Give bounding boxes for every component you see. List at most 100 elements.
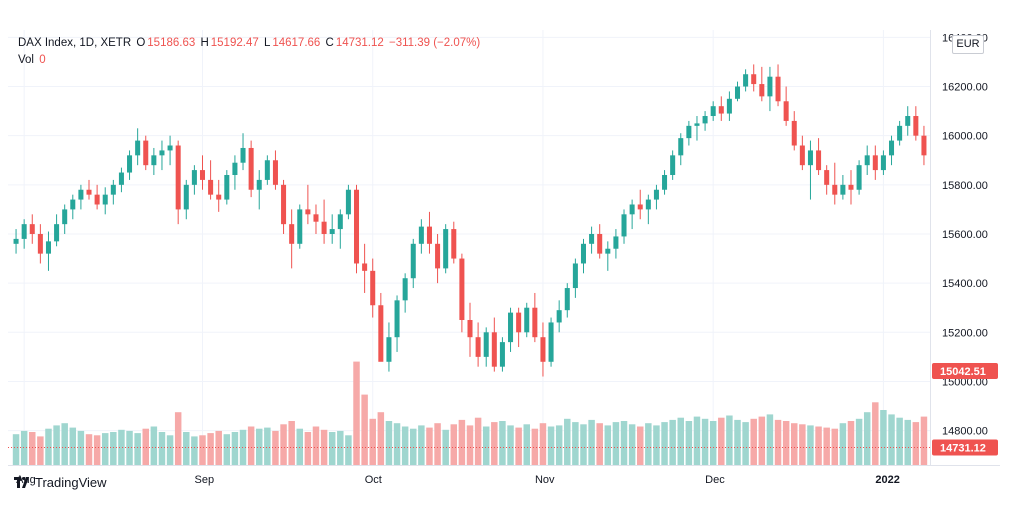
candle-body[interactable]	[540, 337, 546, 362]
candle-body[interactable]	[264, 160, 270, 180]
currency-button[interactable]: EUR	[952, 35, 984, 54]
candle-body[interactable]	[816, 150, 822, 171]
candle-body[interactable]	[621, 214, 627, 237]
candle-body[interactable]	[78, 189, 84, 200]
candle-body[interactable]	[151, 155, 157, 166]
candle-body[interactable]	[848, 184, 854, 190]
candle-body[interactable]	[118, 172, 124, 185]
candle-body[interactable]	[143, 140, 149, 166]
candle-body[interactable]	[54, 224, 60, 242]
candle-body[interactable]	[37, 233, 43, 254]
candle-body[interactable]	[191, 170, 197, 185]
candle-body[interactable]	[532, 307, 538, 338]
candle-body[interactable]	[256, 179, 262, 190]
candle-body[interactable]	[913, 116, 919, 136]
candle-body[interactable]	[70, 199, 76, 210]
candle-body[interactable]	[905, 116, 911, 126]
candle-body[interactable]	[775, 76, 781, 102]
candle-body[interactable]	[127, 155, 133, 173]
candle-body[interactable]	[410, 243, 416, 279]
candle-body[interactable]	[799, 145, 805, 166]
candle-body[interactable]	[791, 120, 797, 146]
candle-body[interactable]	[345, 189, 351, 215]
candle-body[interactable]	[759, 84, 765, 97]
candle-body[interactable]	[597, 233, 603, 254]
candle-body[interactable]	[580, 243, 586, 264]
candle-body[interactable]	[508, 312, 514, 343]
candle-body[interactable]	[370, 270, 376, 306]
candle-body[interactable]	[483, 332, 489, 357]
candle-body[interactable]	[726, 98, 732, 114]
candle-body[interactable]	[21, 224, 27, 239]
candle-body[interactable]	[613, 236, 619, 249]
candle-body[interactable]	[767, 76, 773, 97]
candle-body[interactable]	[313, 214, 319, 222]
candle-body[interactable]	[783, 101, 789, 121]
candle-body[interactable]	[45, 241, 51, 254]
candle-body[interactable]	[516, 312, 522, 333]
candle-body[interactable]	[208, 179, 214, 195]
candle-body[interactable]	[734, 86, 741, 99]
candle-body[interactable]	[321, 221, 327, 234]
candle-body[interactable]	[13, 238, 19, 244]
candle-body[interactable]	[564, 288, 570, 311]
tradingview-brand[interactable]: TradingView	[14, 475, 107, 490]
candle-body[interactable]	[807, 150, 813, 166]
candle-body[interactable]	[289, 224, 295, 244]
candle-body[interactable]	[864, 155, 870, 166]
candle-body[interactable]	[394, 300, 400, 338]
candle-body[interactable]	[637, 204, 643, 210]
candle-body[interactable]	[199, 170, 206, 180]
candle-body[interactable]	[248, 147, 254, 190]
candle-body[interactable]	[499, 342, 505, 367]
candle-body[interactable]	[216, 194, 222, 200]
candle-body[interactable]	[402, 278, 408, 301]
candle-body[interactable]	[686, 125, 692, 139]
candle-body[interactable]	[305, 209, 311, 215]
candle-body[interactable]	[337, 214, 343, 230]
candle-body[interactable]	[435, 243, 441, 269]
candle-body[interactable]	[86, 189, 92, 195]
candle-body[interactable]	[354, 189, 360, 264]
candle-body[interactable]	[281, 184, 287, 225]
candle-body[interactable]	[240, 147, 246, 163]
candle-body[interactable]	[548, 322, 554, 362]
candle-body[interactable]	[459, 258, 465, 320]
candle-body[interactable]	[921, 135, 927, 156]
candle-body[interactable]	[743, 74, 749, 87]
candle-body[interactable]	[386, 337, 392, 362]
candle-body[interactable]	[135, 140, 141, 156]
candle-body[interactable]	[718, 106, 724, 114]
candle-body[interactable]	[751, 74, 757, 85]
candle-body[interactable]	[451, 229, 457, 259]
candle-body[interactable]	[272, 160, 278, 185]
candle-body[interactable]	[524, 307, 530, 333]
candle-body[interactable]	[880, 155, 886, 171]
candle-body[interactable]	[467, 320, 473, 338]
candle-body[interactable]	[491, 332, 497, 367]
candle-body[interactable]	[297, 209, 303, 244]
candle-body[interactable]	[645, 199, 651, 210]
candle-body[interactable]	[605, 248, 611, 254]
candle-body[interactable]	[840, 184, 846, 195]
candle-body[interactable]	[102, 194, 108, 205]
candle-body[interactable]	[94, 194, 100, 205]
candle-body[interactable]	[653, 189, 659, 200]
candle-body[interactable]	[62, 209, 68, 225]
candle-body[interactable]	[897, 125, 903, 141]
candle-body[interactable]	[329, 229, 335, 234]
candle-body[interactable]	[670, 155, 676, 175]
candle-body[interactable]	[856, 165, 862, 190]
candle-body[interactable]	[662, 175, 668, 190]
candle-body[interactable]	[589, 233, 595, 244]
candle-body[interactable]	[475, 337, 481, 357]
candle-body[interactable]	[824, 170, 830, 185]
candle-body[interactable]	[629, 204, 635, 215]
candle-body[interactable]	[710, 106, 716, 117]
candle-body[interactable]	[110, 184, 116, 195]
candle-body[interactable]	[678, 138, 684, 156]
candle-body[interactable]	[832, 184, 838, 195]
candle-body[interactable]	[426, 226, 432, 244]
